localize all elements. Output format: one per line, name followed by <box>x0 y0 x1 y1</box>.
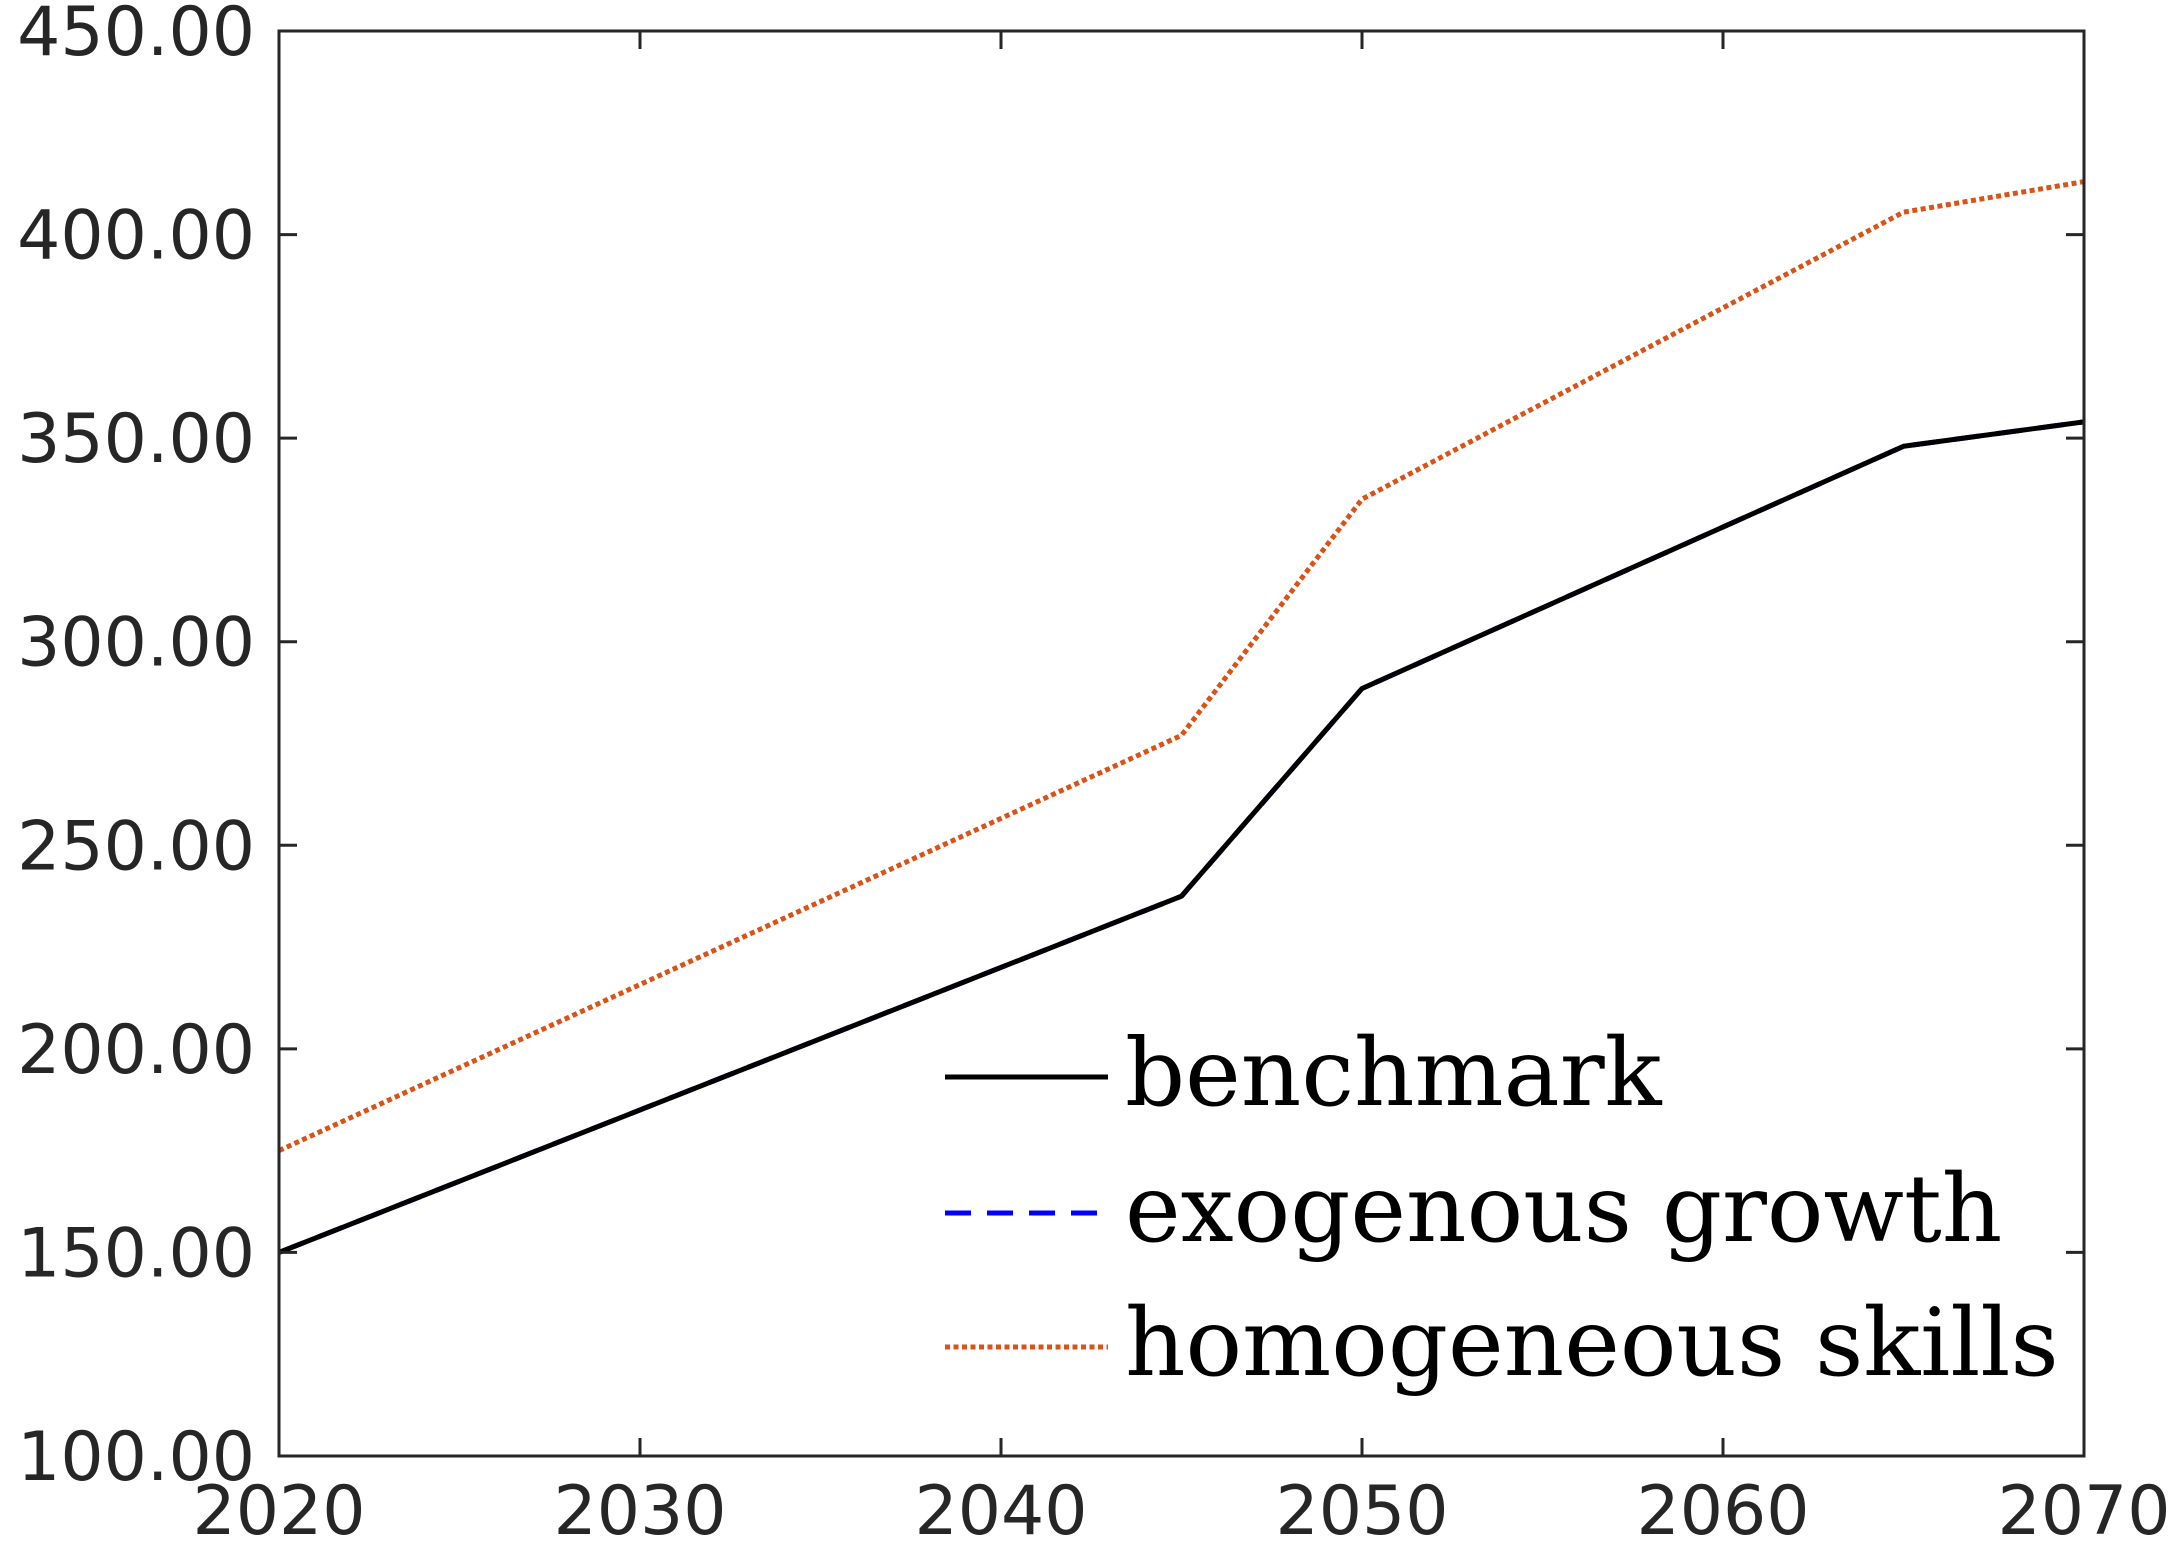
y-tick-label: 400.00 <box>17 197 255 276</box>
ticks-layer: 2020 2030 2040 2050 2060 2070 100.00 150.00 200.… <box>17 0 2170 1551</box>
legend: benchmark exogenous growth homogeneous ski… <box>945 1019 2059 1398</box>
x-tick-label: 2060 <box>1636 1472 1809 1551</box>
series-line-benchmark <box>279 419 2084 1255</box>
x-tick-label: 2030 <box>553 1472 726 1551</box>
x-tick-label: 2040 <box>914 1472 1087 1551</box>
y-tick-label: 250.00 <box>17 807 255 886</box>
x-tick-label: 2020 <box>192 1472 365 1551</box>
y-tick-label: 200.00 <box>17 1011 255 1090</box>
y-tick-label: 100.00 <box>17 1418 255 1497</box>
y-tick-label: 150.00 <box>17 1214 255 1293</box>
legend-label: exogenous growth <box>1125 1155 2002 1264</box>
axes-box <box>277 29 2086 1458</box>
y-tick-label: 300.00 <box>17 604 255 683</box>
y-tick-label: 350.00 <box>17 400 255 479</box>
y-tick-label: 450.00 <box>17 0 255 72</box>
legend-label: homogeneous skills <box>1125 1289 2059 1398</box>
legend-label: benchmark <box>1125 1019 1663 1128</box>
x-tick-label: 2050 <box>1275 1472 1448 1551</box>
x-tick-label: 2070 <box>1997 1472 2170 1551</box>
series-layer <box>279 179 2084 1255</box>
series-line-homogeneous-skills <box>279 179 2084 1153</box>
